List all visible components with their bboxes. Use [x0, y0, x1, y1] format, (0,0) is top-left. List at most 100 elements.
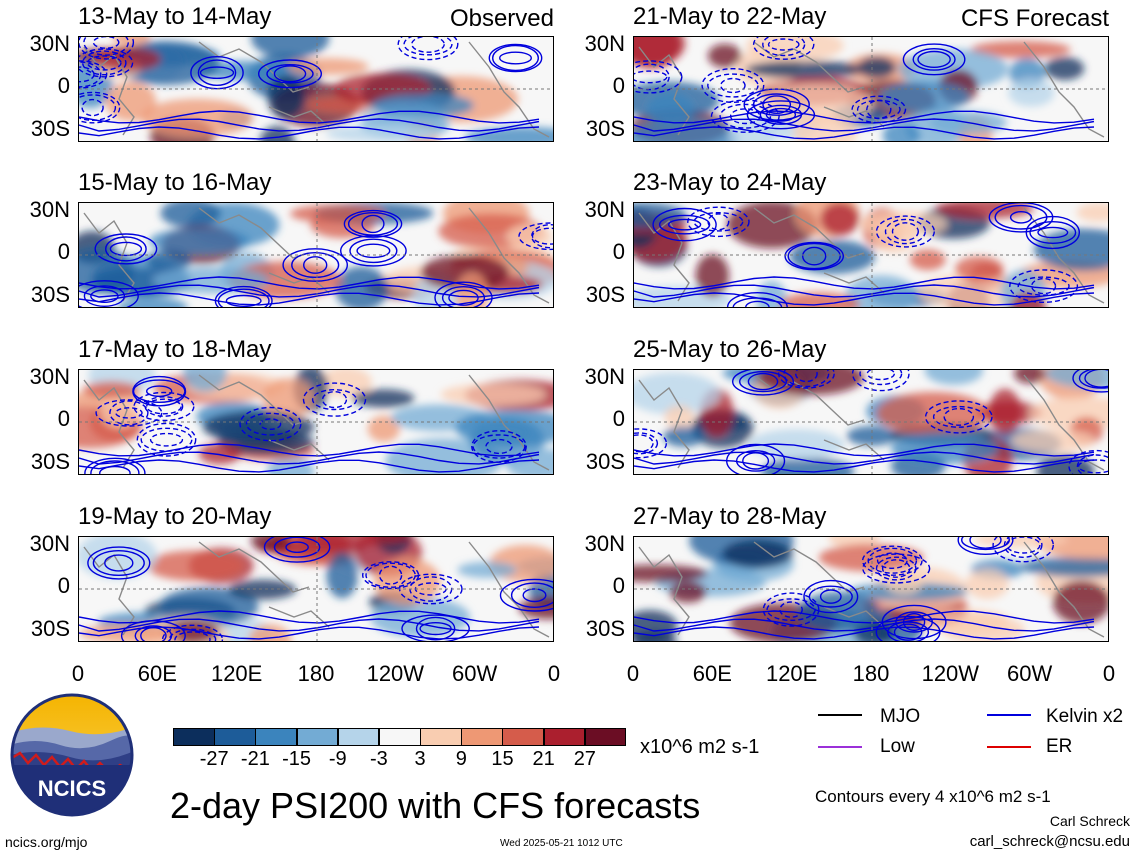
site-url[interactable]: ncics.org/mjo	[5, 834, 88, 850]
field-blob	[1008, 78, 1055, 107]
kelvin-contour	[738, 371, 787, 393]
field-blob	[1033, 228, 1108, 271]
map-field	[634, 370, 1108, 474]
main-title: 2-day PSI200 with CFS forecasts	[170, 785, 701, 826]
kelvin-contour	[79, 459, 540, 473]
field-blob	[882, 121, 920, 141]
map-panel	[78, 536, 554, 642]
kelvin-contour	[875, 615, 941, 641]
kelvin-contour	[136, 422, 197, 457]
x-tick-label: 60E	[137, 661, 177, 686]
y-tick-label: 30N	[29, 364, 70, 389]
kelvin-contour	[1005, 537, 1041, 554]
field-blob	[890, 432, 999, 465]
kelvin-contour	[720, 77, 746, 94]
map-panel	[633, 369, 1109, 475]
x-tick-label: 0	[71, 661, 85, 686]
panel-tag: Observed	[449, 5, 554, 32]
kelvin-contour	[875, 215, 935, 248]
kelvin-contour	[343, 209, 403, 238]
kelvin-contour	[779, 601, 803, 618]
kelvin-contour	[397, 37, 459, 61]
field-blob	[1076, 203, 1108, 222]
ncics-logo-icon: NCICS	[10, 693, 134, 817]
field-blob	[898, 48, 1009, 90]
panel-title: 15-May to 16-May	[78, 169, 272, 196]
colorbar-tick-label: 27	[573, 748, 596, 770]
kelvin-contour	[134, 625, 173, 641]
kelvin-contour	[634, 292, 1095, 306]
field-blob	[1052, 580, 1108, 624]
kelvin-contour	[302, 382, 367, 417]
legend-swatch	[987, 746, 1031, 748]
field-blob	[93, 46, 161, 72]
kelvin-contour	[79, 94, 117, 121]
kelvin-contour	[701, 68, 765, 103]
kelvin-contour	[104, 554, 134, 572]
kelvin-contour	[79, 443, 540, 457]
y-tick-label: 0	[57, 573, 70, 598]
field-blob	[924, 370, 984, 385]
panel-tag: CFS Forecast	[960, 5, 1109, 32]
y-tick-label: 0	[57, 406, 70, 431]
field-blob	[970, 40, 1071, 59]
y-tick-label: 30S	[30, 616, 70, 641]
kelvin-contour	[273, 537, 321, 558]
y-tick-label: 0	[57, 73, 70, 98]
kelvin-contour	[239, 406, 302, 442]
map-panel	[633, 202, 1109, 308]
y-tick-label: 30S	[30, 116, 70, 141]
map-field	[79, 370, 553, 474]
kelvin-contour	[411, 37, 445, 53]
colorbar-box	[584, 728, 627, 746]
kelvin-contour	[969, 537, 1002, 549]
kelvin-contour	[79, 110, 540, 124]
kelvin-contour	[168, 628, 217, 641]
kelvin-contour	[747, 372, 779, 391]
kelvin-contour	[197, 59, 237, 87]
panel-title: 25-May to 26-May	[633, 336, 827, 363]
y-tick-label: 0	[612, 573, 625, 598]
kelvin-contour	[634, 451, 1095, 465]
kelvin-contour	[819, 589, 842, 604]
colorbar-tick-label: -9	[328, 748, 347, 770]
kelvin-contour	[79, 292, 540, 306]
legend-label: MJO	[880, 706, 921, 727]
field-blob	[182, 370, 227, 392]
kelvin-contour	[510, 582, 553, 608]
field-blob	[919, 608, 1010, 634]
field-blob	[112, 37, 151, 46]
field-blob	[729, 117, 776, 141]
kelvin-contour	[79, 126, 540, 140]
kelvin-contour	[726, 292, 788, 307]
field-blob	[757, 370, 865, 396]
y-tick-label: 30N	[29, 531, 70, 556]
x-tick-label: 180	[852, 661, 890, 686]
colorbar-box	[173, 728, 215, 746]
coastlines	[83, 374, 550, 471]
field-blob	[876, 391, 990, 435]
field-blob	[880, 81, 970, 112]
kelvin-contour	[441, 286, 486, 307]
colorbar-boxes	[173, 728, 627, 746]
kelvin-contour	[745, 300, 770, 307]
y-tick-label: 30S	[30, 282, 70, 307]
kelvin-contour	[1009, 211, 1033, 224]
field-blob	[820, 203, 859, 236]
kelvin-contour	[79, 280, 139, 307]
kelvin-contour	[1025, 215, 1080, 250]
kelvin-contour	[79, 618, 540, 632]
coastlines	[83, 541, 550, 638]
legend-label: Kelvin x2	[1046, 706, 1124, 727]
kelvin-contour	[1084, 370, 1108, 388]
kelvin-contour	[867, 547, 918, 574]
kelvin-contour	[90, 289, 119, 304]
kelvin-contour	[109, 241, 143, 257]
author-name: Carl Schreck	[1049, 813, 1130, 829]
kelvin-contour	[144, 396, 184, 417]
x-tick-label: 0	[547, 661, 561, 686]
field-blob	[518, 596, 553, 620]
kelvin-contour	[79, 61, 102, 88]
kelvin-contour	[257, 59, 322, 89]
kelvin-contour	[225, 294, 262, 307]
